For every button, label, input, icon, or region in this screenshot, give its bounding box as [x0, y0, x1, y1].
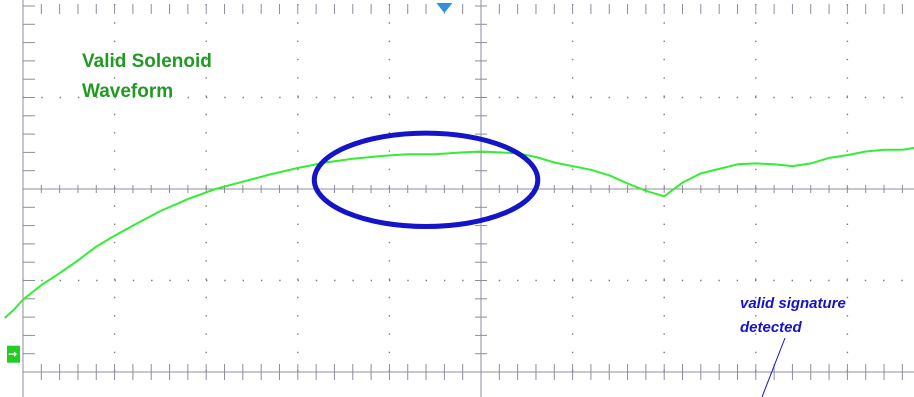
- axis-ticks: [22, 0, 914, 397]
- highlight-ellipse: [311, 130, 541, 230]
- annotation-line-2: detected: [740, 319, 803, 336]
- annotation-pointer-line: [761, 337, 786, 397]
- trigger-marker-icon: [436, 3, 453, 13]
- chart-title-line-1: Valid Solenoid: [82, 51, 212, 72]
- ground-arrow-icon: →: [8, 348, 17, 361]
- ground-marker-box: [7, 345, 20, 363]
- waveform-trace: [4, 146, 914, 319]
- ground-marker: →: [7, 345, 20, 363]
- chart-title-line-2: Waveform: [82, 81, 173, 102]
- annotation-line-1: valid signature: [740, 295, 846, 312]
